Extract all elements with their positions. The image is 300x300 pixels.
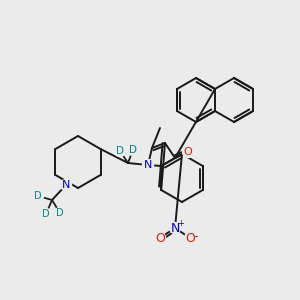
Circle shape [184,232,196,244]
Text: +: + [178,218,184,227]
Circle shape [142,160,154,170]
Circle shape [61,179,71,191]
Circle shape [169,223,181,233]
Text: D: D [129,145,137,155]
Text: D: D [116,146,124,156]
Circle shape [154,232,166,244]
Text: -: - [194,231,198,241]
Text: D: D [42,209,50,219]
Text: N: N [62,180,70,190]
Circle shape [115,146,125,157]
Text: O: O [185,232,195,244]
Circle shape [40,208,52,220]
Text: D: D [34,191,42,201]
Circle shape [32,190,44,202]
Text: O: O [184,147,192,157]
Text: N: N [144,160,152,170]
Text: D: D [56,208,64,218]
Text: N: N [170,221,180,235]
Text: O: O [155,232,165,244]
Circle shape [55,208,65,218]
Circle shape [128,145,139,155]
Circle shape [182,146,194,158]
